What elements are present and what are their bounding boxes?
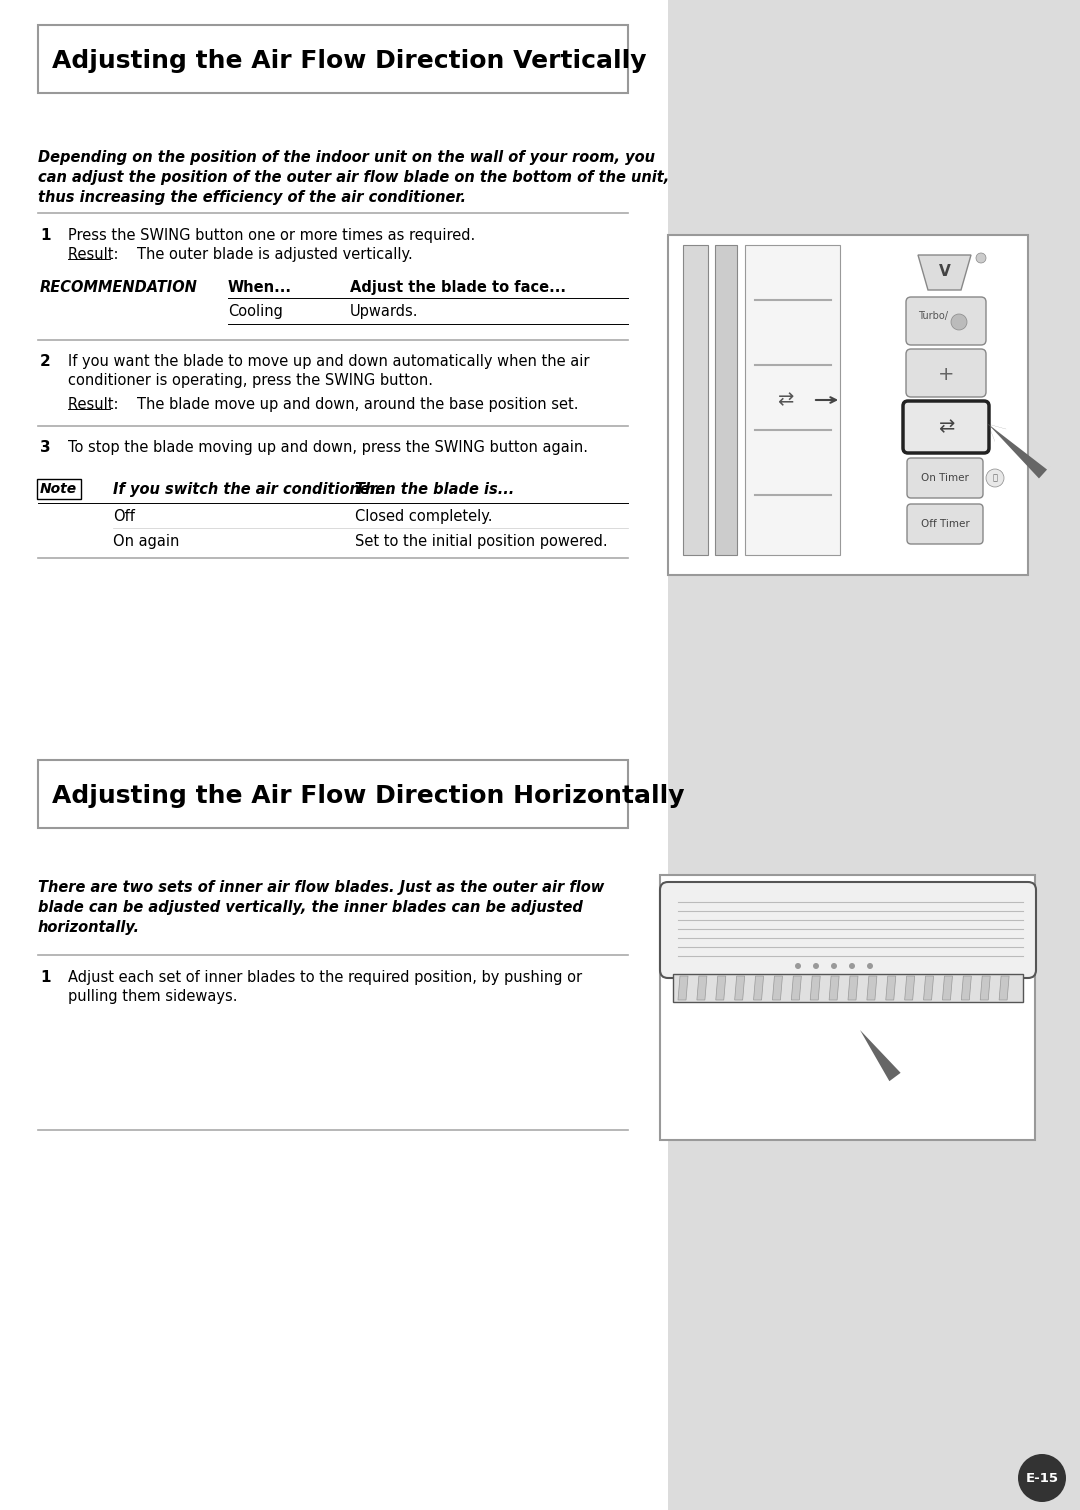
Text: can adjust the position of the outer air flow blade on the bottom of the unit,: can adjust the position of the outer air… xyxy=(38,171,670,186)
Bar xyxy=(38,26,627,94)
Circle shape xyxy=(976,254,986,263)
Text: 2: 2 xyxy=(40,353,51,368)
Text: Set to the initial position powered.: Set to the initial position powered. xyxy=(355,535,608,550)
Text: Closed completely.: Closed completely. xyxy=(355,509,492,524)
Polygon shape xyxy=(923,975,933,1000)
FancyBboxPatch shape xyxy=(906,349,986,397)
Text: E-15: E-15 xyxy=(1026,1472,1058,1484)
Text: ⇄: ⇄ xyxy=(777,391,793,409)
Text: If you want the blade to move up and down automatically when the air: If you want the blade to move up and dow… xyxy=(68,353,590,368)
Text: conditioner is operating, press the SWING button.: conditioner is operating, press the SWIN… xyxy=(68,373,433,388)
Text: horizontally.: horizontally. xyxy=(38,920,140,935)
Polygon shape xyxy=(754,975,764,1000)
Text: V: V xyxy=(940,264,950,279)
Polygon shape xyxy=(867,975,877,1000)
FancyBboxPatch shape xyxy=(907,458,983,498)
Polygon shape xyxy=(961,975,971,1000)
Text: 3: 3 xyxy=(40,439,51,455)
Text: Upwards.: Upwards. xyxy=(350,304,419,319)
Text: pulling them sideways.: pulling them sideways. xyxy=(68,989,238,1004)
Polygon shape xyxy=(905,975,915,1000)
Text: There are two sets of inner air flow blades. Just as the outer air flow: There are two sets of inner air flow bla… xyxy=(38,880,604,895)
Polygon shape xyxy=(678,975,688,1000)
Circle shape xyxy=(1018,1454,1066,1502)
Polygon shape xyxy=(792,975,801,1000)
Bar xyxy=(673,974,1023,1003)
Bar xyxy=(683,245,708,556)
Polygon shape xyxy=(860,1030,909,1087)
Text: If you switch the air conditioner...: If you switch the air conditioner... xyxy=(113,482,391,497)
Polygon shape xyxy=(734,975,745,1000)
Bar xyxy=(745,245,840,556)
Circle shape xyxy=(849,963,855,969)
Text: +: + xyxy=(937,364,955,384)
Text: ⏰: ⏰ xyxy=(993,474,998,483)
Text: blade can be adjusted vertically, the inner blades can be adjusted: blade can be adjusted vertically, the in… xyxy=(38,900,583,915)
Circle shape xyxy=(986,470,1004,488)
Circle shape xyxy=(831,963,837,969)
Polygon shape xyxy=(697,975,707,1000)
Text: Off Timer: Off Timer xyxy=(920,519,970,528)
Bar xyxy=(38,760,627,827)
Text: Adjusting the Air Flow Direction Horizontally: Adjusting the Air Flow Direction Horizon… xyxy=(52,784,685,808)
Text: ⇄: ⇄ xyxy=(937,417,955,436)
Polygon shape xyxy=(829,975,839,1000)
Circle shape xyxy=(867,963,873,969)
Polygon shape xyxy=(810,975,820,1000)
FancyBboxPatch shape xyxy=(903,402,989,453)
Text: Result:    The outer blade is adjusted vertically.: Result: The outer blade is adjusted vert… xyxy=(68,248,413,263)
Text: When...: When... xyxy=(228,279,292,294)
Text: On again: On again xyxy=(113,535,179,550)
Text: Turbo/: Turbo/ xyxy=(918,311,948,322)
Text: Note: Note xyxy=(40,482,77,495)
Bar xyxy=(669,0,1080,1510)
Polygon shape xyxy=(999,975,1009,1000)
Polygon shape xyxy=(848,975,858,1000)
FancyBboxPatch shape xyxy=(907,504,983,544)
Polygon shape xyxy=(716,975,726,1000)
Bar xyxy=(715,245,737,556)
Bar xyxy=(669,236,1028,575)
Text: 1: 1 xyxy=(40,228,51,243)
Polygon shape xyxy=(772,975,782,1000)
Text: Then the blade is...: Then the blade is... xyxy=(355,482,514,497)
Polygon shape xyxy=(943,975,953,1000)
Text: Adjust each set of inner blades to the required position, by pushing or: Adjust each set of inner blades to the r… xyxy=(68,969,582,985)
Circle shape xyxy=(951,314,967,331)
Text: 1: 1 xyxy=(40,969,51,985)
Circle shape xyxy=(795,963,801,969)
Text: Press the SWING button one or more times as required.: Press the SWING button one or more times… xyxy=(68,228,475,243)
Text: Result:    The blade move up and down, around the base position set.: Result: The blade move up and down, arou… xyxy=(68,397,579,412)
Polygon shape xyxy=(886,975,895,1000)
Circle shape xyxy=(813,963,819,969)
FancyBboxPatch shape xyxy=(660,882,1036,978)
Text: Depending on the position of the indoor unit on the wall of your room, you: Depending on the position of the indoor … xyxy=(38,149,654,165)
Text: RECOMMENDATION: RECOMMENDATION xyxy=(40,279,198,294)
Text: Adjust the blade to face...: Adjust the blade to face... xyxy=(350,279,566,294)
Polygon shape xyxy=(988,424,1053,485)
Polygon shape xyxy=(918,255,971,290)
Bar xyxy=(660,874,1035,1140)
FancyBboxPatch shape xyxy=(906,297,986,344)
Text: On Timer: On Timer xyxy=(921,473,969,483)
Polygon shape xyxy=(981,975,990,1000)
Text: Off: Off xyxy=(113,509,135,524)
Text: thus increasing the efficiency of the air conditioner.: thus increasing the efficiency of the ai… xyxy=(38,190,465,205)
Bar xyxy=(0,0,669,1510)
Text: Cooling: Cooling xyxy=(228,304,283,319)
Text: Adjusting the Air Flow Direction Vertically: Adjusting the Air Flow Direction Vertica… xyxy=(52,48,647,72)
Text: To stop the blade moving up and down, press the SWING button again.: To stop the blade moving up and down, pr… xyxy=(68,439,588,455)
